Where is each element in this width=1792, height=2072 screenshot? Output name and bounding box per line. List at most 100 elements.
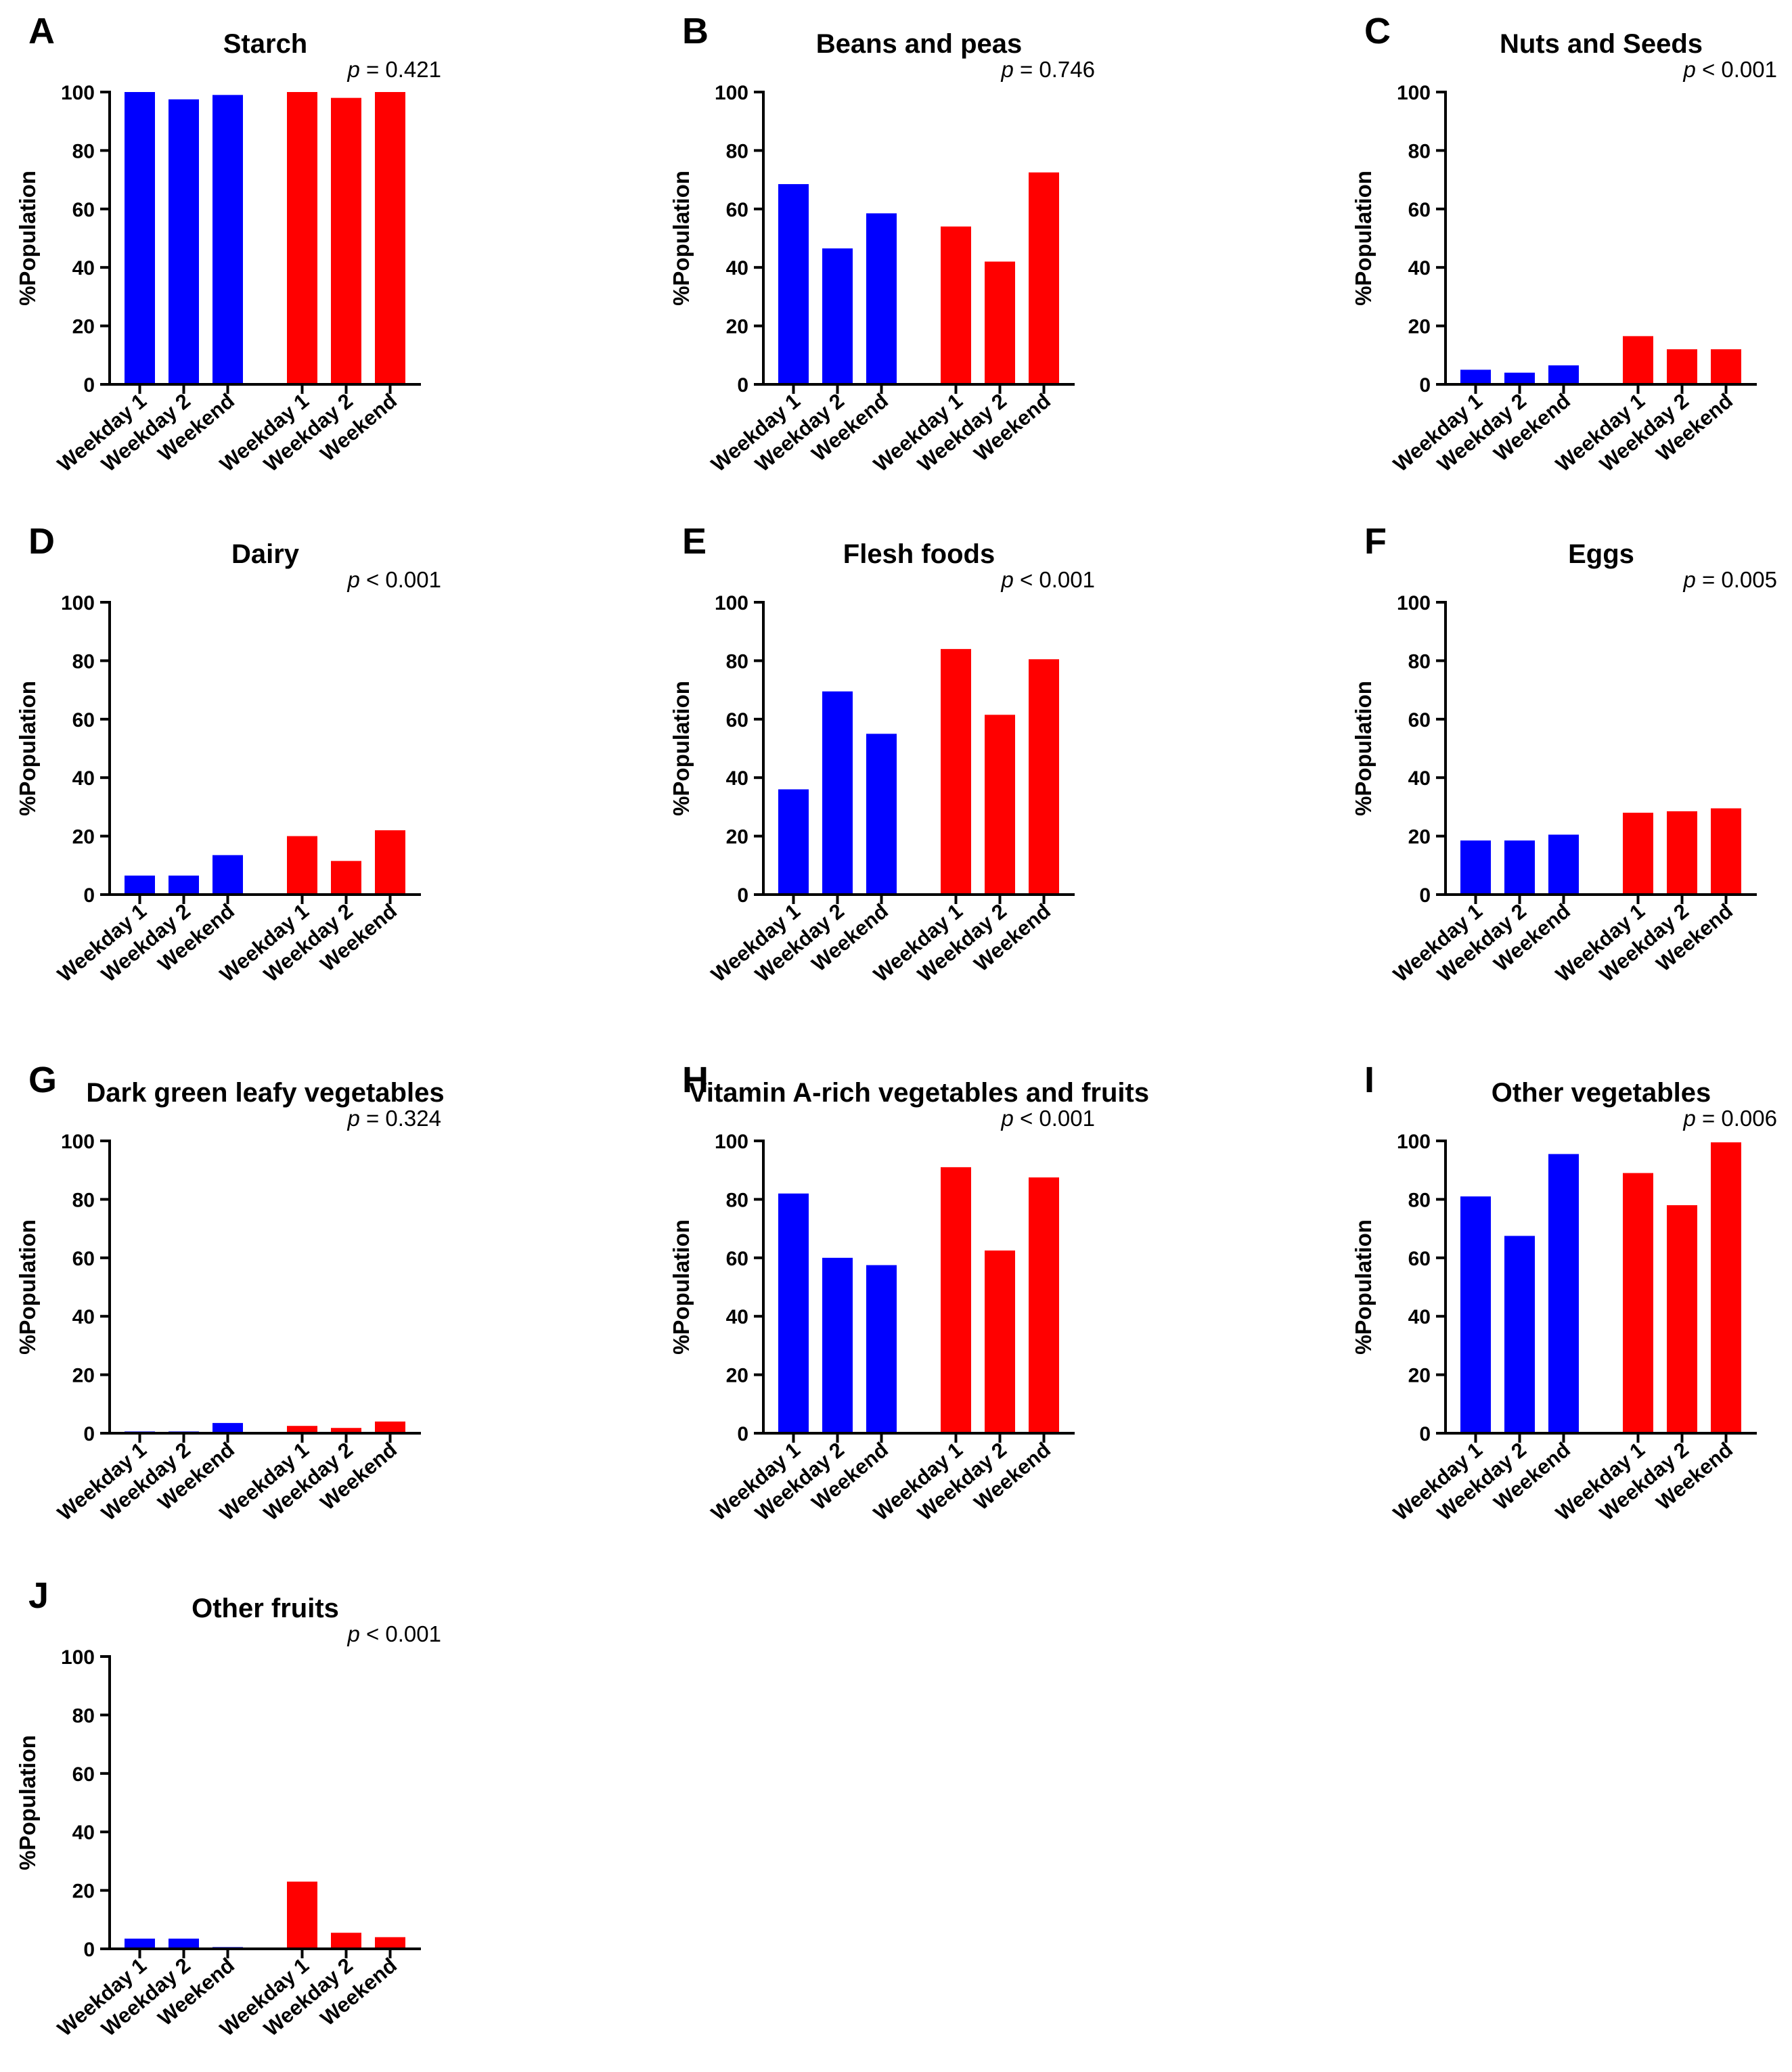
y-tick-label: 20 bbox=[72, 826, 95, 849]
y-tick-label: 80 bbox=[726, 140, 748, 162]
p-value-text: = 0.005 bbox=[1696, 567, 1777, 592]
bar-e-3 bbox=[866, 734, 897, 895]
bar-a-5 bbox=[331, 97, 361, 384]
p-value-symbol: p bbox=[1682, 567, 1695, 592]
bar-i-2 bbox=[1504, 1236, 1535, 1433]
bar-j-2 bbox=[169, 1938, 199, 1949]
bar-h-2 bbox=[822, 1257, 853, 1433]
bar-b-4 bbox=[941, 226, 971, 384]
y-tick-label: 40 bbox=[1408, 767, 1431, 790]
panel-title: Eggs bbox=[1568, 539, 1634, 569]
y-tick-label: 0 bbox=[737, 1423, 748, 1445]
y-tick-label: 0 bbox=[737, 374, 748, 397]
bar-c-6 bbox=[1711, 349, 1741, 384]
y-axis-label: %Population bbox=[15, 681, 40, 816]
bar-i-3 bbox=[1548, 1154, 1579, 1433]
y-tick-label: 0 bbox=[1419, 374, 1431, 397]
bar-f-4 bbox=[1623, 813, 1653, 895]
bar-d-2 bbox=[169, 875, 199, 895]
p-value: p < 0.001 bbox=[1682, 57, 1777, 82]
panel-title: Dark green leafy vegetables bbox=[86, 1078, 444, 1108]
y-tick-label: 60 bbox=[726, 1248, 748, 1270]
y-tick-label: 80 bbox=[1408, 140, 1431, 162]
bar-c-5 bbox=[1667, 349, 1697, 384]
bar-h-5 bbox=[985, 1251, 1015, 1433]
p-value-symbol: p bbox=[346, 567, 359, 592]
panel-letter: E bbox=[682, 521, 707, 562]
p-value-text: = 0.421 bbox=[360, 57, 441, 82]
bar-a-3 bbox=[212, 95, 243, 384]
bar-c-4 bbox=[1623, 336, 1653, 384]
p-value-symbol: p bbox=[1000, 567, 1013, 592]
bar-c-1 bbox=[1460, 369, 1491, 384]
y-tick-label: 80 bbox=[726, 1189, 748, 1211]
y-axis-label: %Population bbox=[15, 1219, 40, 1355]
p-value: p = 0.421 bbox=[346, 57, 441, 82]
p-value: p = 0.005 bbox=[1682, 567, 1777, 592]
y-tick-label: 40 bbox=[726, 1306, 748, 1328]
p-value-text: < 0.001 bbox=[1014, 567, 1095, 592]
y-tick-label: 60 bbox=[72, 1763, 95, 1786]
y-tick-label: 80 bbox=[72, 650, 95, 673]
y-tick-label: 20 bbox=[72, 1880, 95, 1903]
y-tick-label: 40 bbox=[72, 767, 95, 790]
y-tick-label: 60 bbox=[72, 1248, 95, 1270]
y-tick-label: 100 bbox=[715, 1131, 748, 1153]
p-value: p < 0.001 bbox=[1000, 567, 1095, 592]
bar-j-6 bbox=[375, 1937, 405, 1949]
bar-f-5 bbox=[1667, 811, 1697, 895]
bar-h-6 bbox=[1029, 1177, 1059, 1433]
y-axis-label: %Population bbox=[1351, 1219, 1376, 1355]
y-tick-label: 80 bbox=[1408, 650, 1431, 673]
y-tick-label: 60 bbox=[72, 709, 95, 731]
bar-b-5 bbox=[985, 261, 1015, 384]
p-value-text: < 0.001 bbox=[1696, 57, 1777, 82]
y-tick-label: 20 bbox=[72, 316, 95, 338]
bar-g-3 bbox=[212, 1422, 243, 1433]
bar-a-1 bbox=[125, 92, 155, 384]
bar-g-6 bbox=[375, 1421, 405, 1433]
y-tick-label: 100 bbox=[61, 592, 95, 614]
y-tick-label: 100 bbox=[61, 82, 95, 104]
bar-i-4 bbox=[1623, 1173, 1653, 1433]
bar-a-2 bbox=[169, 99, 199, 385]
p-value: p < 0.001 bbox=[346, 567, 441, 592]
bar-e-6 bbox=[1029, 659, 1059, 895]
p-value-symbol: p bbox=[1000, 57, 1013, 82]
panel-letter: D bbox=[28, 521, 55, 562]
panel-title: Starch bbox=[223, 29, 308, 59]
y-tick-label: 40 bbox=[1408, 1306, 1431, 1328]
bar-i-1 bbox=[1460, 1196, 1491, 1433]
p-value: p = 0.006 bbox=[1682, 1106, 1777, 1131]
panel-letter: A bbox=[28, 11, 55, 51]
p-value-text: < 0.001 bbox=[1014, 1106, 1095, 1131]
y-tick-label: 100 bbox=[61, 1131, 95, 1153]
panel-title: Other fruits bbox=[192, 1594, 339, 1623]
bar-d-1 bbox=[125, 875, 155, 895]
bar-h-3 bbox=[866, 1265, 897, 1433]
panel-letter: B bbox=[682, 11, 709, 51]
p-value-text: = 0.746 bbox=[1014, 57, 1095, 82]
bar-c-2 bbox=[1504, 372, 1535, 384]
bar-a-6 bbox=[375, 92, 405, 384]
y-tick-label: 60 bbox=[1408, 709, 1431, 731]
y-tick-label: 40 bbox=[72, 1822, 95, 1844]
p-value-text: = 0.324 bbox=[360, 1106, 441, 1131]
y-tick-label: 100 bbox=[61, 1646, 95, 1669]
y-axis-label: %Population bbox=[1351, 171, 1376, 306]
bar-d-3 bbox=[212, 855, 243, 895]
y-tick-label: 60 bbox=[726, 709, 748, 731]
bar-e-2 bbox=[822, 691, 853, 895]
panel-title: Dairy bbox=[231, 539, 300, 569]
panel-j: J Other fruits p < 0.001 0 20 40 60 80 100 %Popul… bbox=[15, 1575, 441, 2041]
y-tick-label: 100 bbox=[1397, 1131, 1431, 1153]
y-tick-label: 0 bbox=[83, 1939, 95, 1961]
bar-i-5 bbox=[1667, 1205, 1697, 1433]
